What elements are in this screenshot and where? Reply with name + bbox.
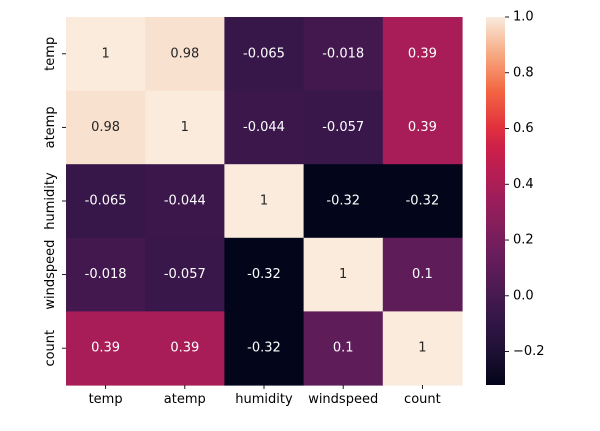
- colorbar: −0.2 0.0 0.2 0.4 0.6 0.8 1.0: [486, 10, 545, 385]
- heatmap-cell-0-4: [382, 17, 463, 92]
- colorbar-tick-label: 0.0: [513, 288, 534, 303]
- cell-annotation-4-1: 0.39: [170, 341, 199, 356]
- x-tick-label: atemp: [164, 392, 206, 407]
- colorbar-tick-label: 0.8: [513, 65, 534, 80]
- heatmap-cell-0-1: [145, 17, 225, 92]
- cell-annotation-0-0: 1: [101, 46, 109, 61]
- cell-annotations: 1 0.98 -0.065 -0.018 0.39 0.98 1 -0.044 -0.057 0.…: [85, 46, 440, 355]
- cell-annotation-2-1: -0.044: [164, 194, 206, 209]
- heatmap-cell-1-4: [382, 90, 463, 165]
- heatmap-cell-1-2: [224, 90, 305, 165]
- cell-annotation-3-2: -0.32: [247, 267, 281, 282]
- cell-annotation-3-3: 1: [339, 267, 347, 282]
- y-tick-label: humidity: [43, 172, 58, 230]
- heatmap-cell-2-1: [145, 164, 225, 239]
- cell-annotation-1-2: -0.044: [243, 120, 285, 135]
- heatmap-cell-4-0: [66, 311, 146, 386]
- colorbar-tick-label: 0.6: [513, 121, 534, 136]
- colorbar-tick-label: −0.2: [513, 344, 545, 359]
- cell-annotation-4-2: -0.32: [247, 341, 281, 356]
- x-axis: temp atemp humidity windspeed count: [89, 385, 441, 407]
- x-tick-label: windspeed: [308, 392, 378, 407]
- cell-annotation-1-3: -0.057: [322, 120, 364, 135]
- cell-annotation-3-4: 0.1: [412, 267, 433, 282]
- colorbar-tick-label: 0.2: [513, 233, 534, 248]
- heatmap-cell-4-1: [145, 311, 225, 386]
- cell-annotation-0-1: 0.98: [170, 46, 199, 61]
- colorbar-tick-label: 1.0: [513, 10, 534, 25]
- cell-annotation-4-3: 0.1: [333, 341, 354, 356]
- cell-annotation-2-3: -0.32: [326, 194, 360, 209]
- y-tick-label: windspeed: [43, 240, 58, 310]
- heatmap-cell-0-0: [66, 17, 146, 92]
- heatmap-cell-4-2: [224, 311, 305, 386]
- cell-annotation-2-2: 1: [260, 194, 268, 209]
- x-tick-label: humidity: [235, 392, 293, 407]
- cell-annotation-2-0: -0.065: [85, 194, 127, 209]
- cell-annotation-1-4: 0.39: [408, 120, 437, 135]
- y-tick-label: temp: [43, 37, 58, 71]
- cell-annotation-4-4: 1: [418, 341, 426, 356]
- heatmap-cell-3-0: [66, 237, 146, 312]
- cell-annotation-3-1: -0.057: [164, 267, 206, 282]
- heatmap-cell-0-3: [303, 17, 384, 92]
- y-tick-label: count: [43, 330, 58, 367]
- heatmap-cell-3-1: [145, 237, 225, 312]
- cell-annotation-0-2: -0.065: [243, 46, 285, 61]
- heatmap-cell-1-0: [66, 90, 146, 165]
- cell-annotation-0-4: 0.39: [408, 46, 437, 61]
- cell-annotation-0-3: -0.018: [322, 46, 364, 61]
- heatmap-cell-2-0: [66, 164, 146, 239]
- heatmap-cell-3-4: [382, 237, 463, 312]
- heatmap-cell-3-3: [303, 237, 384, 312]
- heatmap-cell-1-3: [303, 90, 384, 165]
- cell-annotation-1-1: 1: [181, 120, 189, 135]
- cell-annotation-1-0: 0.98: [91, 120, 120, 135]
- heatmap-cell-0-2: [224, 17, 305, 92]
- heatmap-cell-2-2: [224, 164, 305, 239]
- heatmap-cell-1-1: [145, 90, 225, 165]
- heatmap-cell-3-2: [224, 237, 305, 312]
- x-tick-label: temp: [89, 392, 123, 407]
- x-tick-label: count: [404, 392, 441, 407]
- heatmap-cell-4-4: [382, 311, 463, 386]
- heatmap-cell-4-3: [303, 311, 384, 386]
- cell-annotation-2-4: -0.32: [406, 194, 440, 209]
- heatmap-cell-2-4: [382, 164, 463, 239]
- cell-annotation-3-0: -0.018: [85, 267, 127, 282]
- y-axis: temp atemp humidity windspeed count: [43, 37, 66, 367]
- colorbar-gradient: [486, 17, 505, 385]
- heatmap-cells: [66, 17, 463, 386]
- y-tick-label: atemp: [43, 106, 58, 148]
- colorbar-tick-label: 0.4: [513, 177, 534, 192]
- heatmap-cell-2-3: [303, 164, 384, 239]
- cell-annotation-4-0: 0.39: [91, 341, 120, 356]
